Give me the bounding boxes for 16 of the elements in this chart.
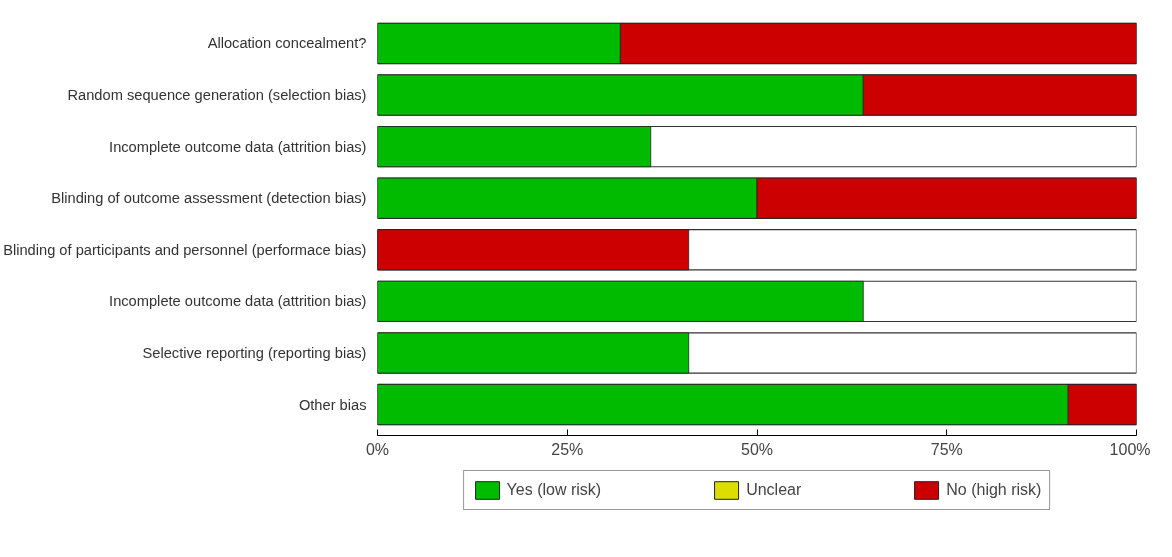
y-tick-label: Incomplete outcome data (attrition bias) xyxy=(109,138,367,155)
y-tick-label: Blinding of outcome assessment (detection bias) xyxy=(51,190,367,207)
y-tick-label: Allocation concealment? xyxy=(207,35,367,52)
y-tick-label: Other bias xyxy=(298,396,367,413)
legend-label: Yes (low risk) xyxy=(506,481,602,499)
legend-label: Unclear xyxy=(746,481,802,499)
y-tick-label: Selective reporting (reporting bias) xyxy=(142,344,367,361)
x-tick-label: 25% xyxy=(551,440,584,458)
y-tick-label: Random sequence generation (selection bias) xyxy=(67,87,367,104)
x-tick-label: 100% xyxy=(1109,440,1151,458)
legend-label: No (high risk) xyxy=(946,481,1042,499)
x-tick-label: 0% xyxy=(365,440,390,458)
y-tick-label: Incomplete outcome data (attrition bias) xyxy=(109,293,367,310)
y-tick-label: Blinding of participants and personnel (performace bias) xyxy=(3,241,367,258)
x-tick-label: 75% xyxy=(930,440,963,458)
x-tick-label: 50% xyxy=(740,440,774,458)
